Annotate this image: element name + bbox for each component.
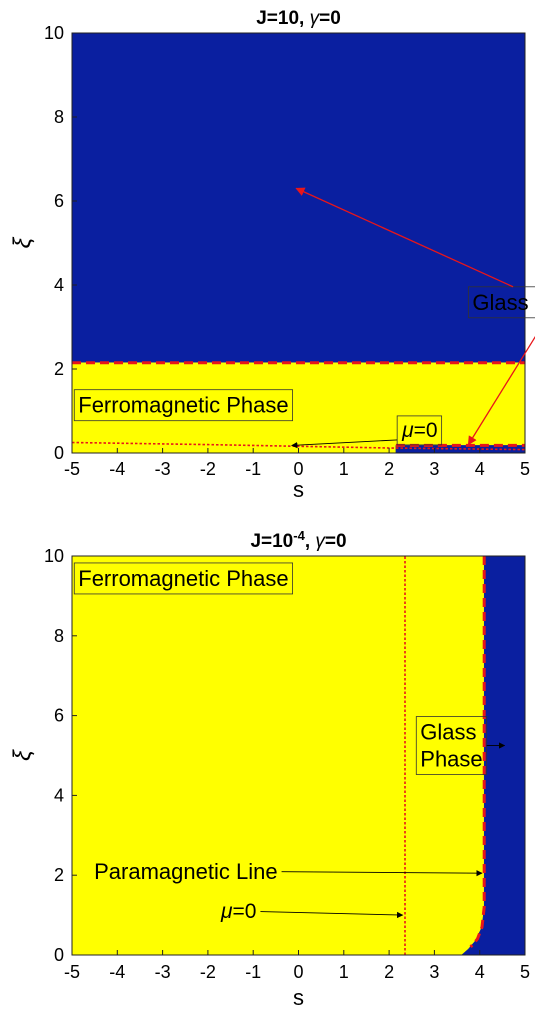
x-tick-label: -1 bbox=[245, 459, 261, 479]
annotation-2: Paramagnetic Line bbox=[94, 859, 483, 884]
y-tick-label: 8 bbox=[54, 626, 64, 646]
y-tick-label: 2 bbox=[54, 865, 64, 885]
title-prefix: J=10 bbox=[250, 531, 293, 552]
x-tick-label: -1 bbox=[245, 962, 261, 982]
x-tick-label: -3 bbox=[155, 962, 171, 982]
annotation-1: Glass Phase bbox=[415, 716, 506, 775]
annotation-mu: μ bbox=[220, 900, 233, 923]
annotation-text: Ferromagnetic Phase bbox=[78, 393, 288, 418]
annotation-text: Ferromagnetic Phase bbox=[78, 566, 288, 591]
y-axis-label: ξ bbox=[9, 749, 36, 761]
annotation-text: μ=0 bbox=[220, 900, 256, 923]
annotation-1: μ=0 bbox=[291, 415, 443, 449]
y-tick-label: 2 bbox=[54, 359, 64, 379]
x-axis-label: s bbox=[293, 477, 304, 502]
title-prefix: J=10, bbox=[256, 8, 309, 29]
x-tick-label: 2 bbox=[384, 962, 394, 982]
annotation-line: Glass bbox=[420, 720, 476, 745]
annotation-line: Phase bbox=[420, 747, 482, 772]
annotation-box bbox=[467, 286, 535, 319]
x-tick-label: 4 bbox=[475, 459, 485, 479]
annotation-box bbox=[73, 389, 293, 422]
x-tick-label: -3 bbox=[155, 459, 171, 479]
x-tick-label: 5 bbox=[520, 459, 530, 479]
annotation-text: μ=0 bbox=[401, 419, 437, 442]
y-tick-label: 6 bbox=[54, 191, 64, 211]
annotation-0: Ferromagnetic Phase bbox=[73, 389, 293, 422]
x-tick-label: 3 bbox=[429, 459, 439, 479]
annotation-text: Paramagnetic Line bbox=[94, 859, 277, 884]
x-tick-label: 3 bbox=[429, 962, 439, 982]
x-tick-label: 1 bbox=[339, 962, 349, 982]
x-tick-label: 0 bbox=[293, 459, 303, 479]
annotation-box bbox=[73, 562, 293, 595]
x-tick-label: -4 bbox=[109, 962, 125, 982]
annotation-3: μ=0 bbox=[220, 900, 404, 923]
y-tick-label: 8 bbox=[54, 107, 64, 127]
x-tick-label: 4 bbox=[475, 962, 485, 982]
x-tick-label: -5 bbox=[64, 459, 80, 479]
x-tick-label: 2 bbox=[384, 459, 394, 479]
y-tick-label: 0 bbox=[54, 443, 64, 463]
x-tick-label: 0 bbox=[293, 962, 303, 982]
x-tick-label: -2 bbox=[200, 962, 216, 982]
annotation-text: Glass Phase bbox=[420, 720, 482, 772]
annotation-2: Glass Phases bbox=[295, 187, 535, 446]
title-superscript: -4 bbox=[293, 528, 305, 543]
annotation-0: Ferromagnetic Phase bbox=[73, 562, 293, 595]
y-tick-label: 6 bbox=[54, 706, 64, 726]
x-axis-label: s bbox=[293, 985, 304, 1010]
title-gamma: γ bbox=[310, 8, 321, 29]
y-tick-label: 0 bbox=[54, 945, 64, 965]
annotation-mu: μ bbox=[401, 419, 414, 442]
annotation-suffix: =0 bbox=[232, 900, 256, 923]
annotation-box bbox=[396, 415, 443, 446]
annotation-text: Glass Phases bbox=[472, 290, 535, 315]
x-tick-label: -2 bbox=[200, 459, 216, 479]
y-tick-label: 4 bbox=[54, 785, 64, 805]
annotation-arrow bbox=[260, 911, 404, 919]
title-suffix: =0 bbox=[319, 8, 341, 29]
phase-boundary-0 bbox=[469, 556, 486, 948]
y-tick-label: 4 bbox=[54, 275, 64, 295]
annotation-suffix: =0 bbox=[414, 419, 438, 442]
x-tick-label: 1 bbox=[339, 459, 349, 479]
chart-title: J=10, γ=0 bbox=[256, 8, 341, 29]
chart-title: J=10-4, γ=0 bbox=[250, 528, 346, 553]
title-suffix: =0 bbox=[325, 531, 347, 552]
x-tick-label: 5 bbox=[520, 962, 530, 982]
title-separator: , bbox=[305, 531, 316, 552]
y-axis-label: ξ bbox=[9, 236, 36, 248]
annotation-arrow bbox=[295, 187, 514, 288]
y-tick-label: 10 bbox=[44, 23, 64, 43]
annotation-arrow bbox=[467, 335, 535, 446]
x-tick-label: -4 bbox=[109, 459, 125, 479]
y-tick-label: 10 bbox=[44, 546, 64, 566]
annotation-arrow bbox=[291, 439, 398, 449]
annotation-arrow bbox=[281, 870, 483, 877]
phase-region-glass-0 bbox=[71, 32, 526, 363]
x-tick-label: -5 bbox=[64, 962, 80, 982]
title-gamma: γ bbox=[315, 531, 326, 552]
